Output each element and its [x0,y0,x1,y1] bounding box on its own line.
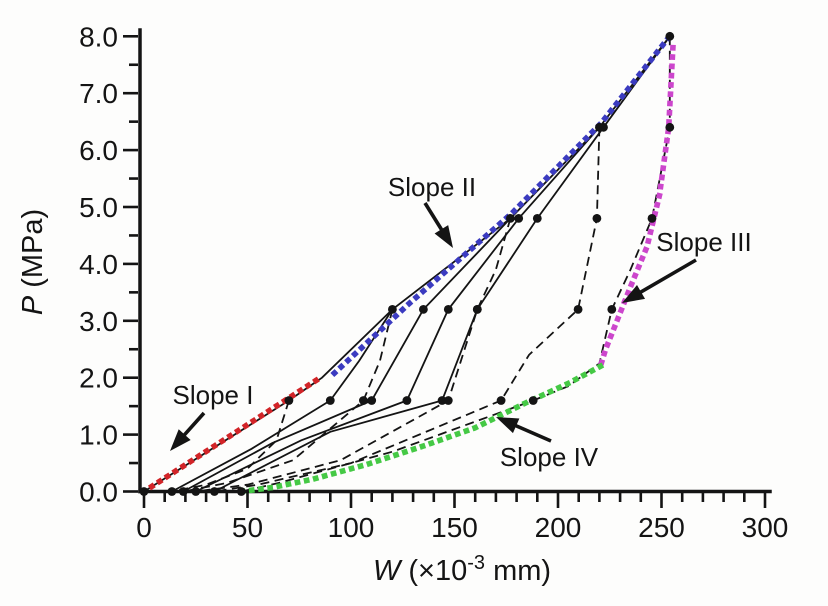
series-cycle1-unload [171,400,290,493]
y-tick-label: 3.0 [79,306,118,337]
data-point-marker [573,305,583,314]
data-point-marker [607,305,617,314]
series-cycle2-unload [183,309,394,493]
y-tick-label: 6.0 [79,135,118,166]
annotation-arrowhead [170,429,191,451]
y-axis-title: P (MPa) [17,209,49,315]
series-slope-1-fit [140,372,326,496]
data-point-marker [139,487,149,496]
data-point-marker [592,214,602,223]
x-tick-label: 0 [136,512,152,543]
data-point-marker [599,122,608,132]
x-tick-label: 100 [328,512,375,543]
data-point-marker [443,396,453,405]
annotation-slope-2: Slope II [388,172,476,248]
y-tick-label: 4.0 [79,249,118,280]
data-point-marker [178,487,188,496]
x-tick-label: 300 [742,512,789,543]
data-point-marker [402,396,412,405]
data-point-marker [514,214,524,223]
data-point-marker [528,396,538,405]
data-point-marker [236,487,246,496]
axis-ticks [123,34,767,508]
annotation-arrow-shaft [512,422,552,443]
y-tick-label: 0.0 [79,477,118,508]
annotation-label: Slope III [656,227,751,257]
data-point-marker [284,396,294,405]
data-point-marker [665,122,675,132]
series-cycle4-unload [214,127,601,493]
x-tick-label: 50 [232,512,263,543]
series-slope-3-fit [596,44,676,370]
data-point-marker [532,214,542,223]
data-point-marker [665,31,675,41]
annotation-arrow-shaft [181,411,206,439]
annotation-slope-3: Slope III [622,227,752,303]
x-tick-label: 250 [638,512,685,543]
annotation-arrowhead [434,225,453,248]
data-point-marker [210,487,219,496]
series-cycle3-reload [182,217,512,493]
annotation-arrowhead [622,285,646,303]
x-tick-label: 200 [535,512,582,543]
annotation-label: Slope I [173,380,254,410]
y-tick-label: 8.0 [79,21,118,52]
annotation-label: Slope IV [500,442,599,472]
data-point-marker [325,396,335,405]
annotation-arrow-shaft [637,258,697,296]
data-markers [139,31,675,496]
y-tick-label: 7.0 [79,78,118,109]
annotation-arrow-shaft [423,202,445,233]
y-tick-label: 2.0 [79,363,118,394]
data-point-marker [647,214,657,223]
annotation-slope-4: Slope IV [496,417,599,472]
y-tick-label: 5.0 [79,192,118,223]
x-axis-title: W (×10-3 mm) [373,552,551,587]
x-tick-label: 150 [431,512,478,543]
data-point-marker [359,396,368,405]
data-point-marker [506,214,515,223]
data-point-marker [191,487,201,496]
data-point-marker [472,305,482,314]
data-point-marker [167,487,177,496]
annotation-arrowhead [496,417,520,434]
data-point-marker [419,305,428,314]
data-point-marker [496,396,506,405]
annotation-label: Slope II [388,172,476,202]
data-point-marker [443,305,453,314]
series-slope-4-fit [238,362,605,495]
series-cycle4-reload [195,126,601,493]
data-point-marker [388,305,397,314]
y-tick-label: 1.0 [79,420,118,451]
data-point-marker [367,396,377,405]
series-slope-2-fit [330,29,676,378]
annotation-slope-1: Slope I [170,380,253,451]
data-point-marker [437,396,447,405]
